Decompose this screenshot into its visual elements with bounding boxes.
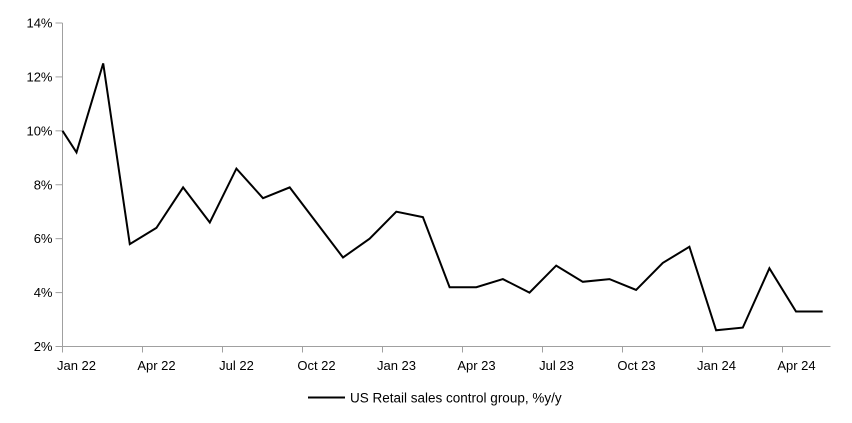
y-tick-label: 8% — [34, 177, 53, 192]
legend-label: US Retail sales control group, %y/y — [350, 391, 562, 406]
x-axis: Jan 22 Apr 22 Jul 22 Oct 22 Jan 23 Apr 23 Jul … — [57, 346, 831, 373]
x-tick-label: Apr 23 — [457, 358, 495, 373]
x-tick-label: Jul 23 — [539, 358, 574, 373]
y-tick-label: 14% — [26, 16, 52, 31]
series-path — [61, 63, 823, 332]
legend: US Retail sales control group, %y/y — [308, 391, 562, 406]
y-axis: 2% 4% 6% 8% 10% 12% 14% — [26, 16, 63, 354]
series-line — [61, 63, 823, 332]
y-tick-label: 4% — [34, 285, 53, 300]
y-tick-label: 10% — [26, 123, 52, 138]
x-tick-label: Jan 22 — [57, 358, 96, 373]
x-tick-label: Apr 22 — [137, 358, 175, 373]
x-tick-label: Jan 24 — [697, 358, 736, 373]
y-tick-label: 6% — [34, 231, 53, 246]
x-tick-label: Jul 22 — [219, 358, 254, 373]
x-tick-label: Oct 22 — [297, 358, 335, 373]
x-tick-label: Apr 24 — [777, 358, 815, 373]
y-tick-label: 12% — [26, 69, 52, 84]
y-tick-label: 2% — [34, 339, 53, 354]
x-tick-label: Oct 23 — [617, 358, 655, 373]
x-tick-label: Jan 23 — [377, 358, 416, 373]
